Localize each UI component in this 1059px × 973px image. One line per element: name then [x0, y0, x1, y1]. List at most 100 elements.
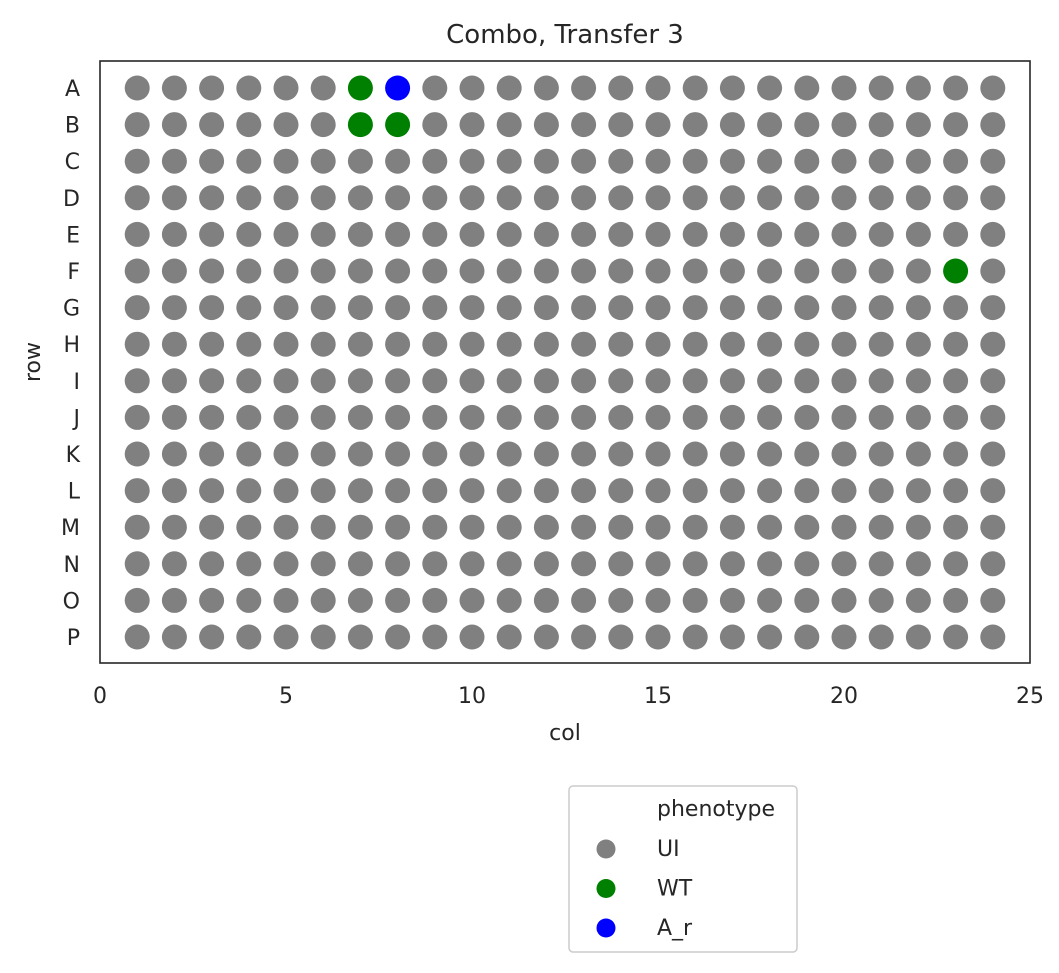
point-L3-UI — [199, 478, 225, 504]
point-J6-UI — [310, 404, 336, 430]
point-B12-UI — [533, 112, 559, 138]
point-A10-UI — [459, 75, 485, 101]
point-D19-UI — [794, 185, 820, 211]
point-J23-UI — [943, 404, 969, 430]
point-M24-UI — [980, 514, 1006, 540]
point-L17-UI — [719, 478, 745, 504]
point-D15-UI — [645, 185, 671, 211]
point-A3-UI — [199, 75, 225, 101]
x-tick-label: 20 — [830, 684, 858, 709]
point-C15-UI — [645, 148, 671, 174]
point-O17-UI — [719, 587, 745, 613]
point-O18-UI — [757, 587, 783, 613]
point-P21-UI — [868, 624, 894, 650]
point-H1-UI — [124, 331, 150, 357]
point-B8-WT — [385, 112, 411, 138]
point-F17-UI — [719, 258, 745, 284]
point-G4-UI — [236, 295, 262, 321]
point-O2-UI — [161, 587, 187, 613]
point-M3-UI — [199, 514, 225, 540]
point-P3-UI — [199, 624, 225, 650]
point-I4-UI — [236, 368, 262, 394]
point-D16-UI — [682, 185, 708, 211]
legend-items: UI WT A_r — [596, 837, 693, 941]
point-D14-UI — [608, 185, 634, 211]
point-F20-UI — [831, 258, 857, 284]
point-J2-UI — [161, 404, 187, 430]
point-L8-UI — [385, 478, 411, 504]
point-I8-UI — [385, 368, 411, 394]
point-G19-UI — [794, 295, 820, 321]
point-O21-UI — [868, 587, 894, 613]
point-B20-UI — [831, 112, 857, 138]
point-A23-UI — [943, 75, 969, 101]
point-J5-UI — [273, 404, 299, 430]
point-E15-UI — [645, 221, 671, 247]
point-B18-UI — [757, 112, 783, 138]
point-D20-UI — [831, 185, 857, 211]
point-N15-UI — [645, 551, 671, 577]
point-C5-UI — [273, 148, 299, 174]
point-L10-UI — [459, 478, 485, 504]
point-D1-UI — [124, 185, 150, 211]
point-L15-UI — [645, 478, 671, 504]
point-B3-UI — [199, 112, 225, 138]
point-H15-UI — [645, 331, 671, 357]
point-F5-UI — [273, 258, 299, 284]
point-O19-UI — [794, 587, 820, 613]
point-N14-UI — [608, 551, 634, 577]
point-L18-UI — [757, 478, 783, 504]
point-O12-UI — [533, 587, 559, 613]
point-G15-UI — [645, 295, 671, 321]
point-E3-UI — [199, 221, 225, 247]
point-F16-UI — [682, 258, 708, 284]
point-L24-UI — [980, 478, 1006, 504]
point-H2-UI — [161, 331, 187, 357]
point-A15-UI — [645, 75, 671, 101]
point-F8-UI — [385, 258, 411, 284]
y-tick-label: M — [61, 516, 80, 541]
point-E12-UI — [533, 221, 559, 247]
point-O20-UI — [831, 587, 857, 613]
point-M8-UI — [385, 514, 411, 540]
point-G2-UI — [161, 295, 187, 321]
y-tick-label: L — [68, 480, 81, 505]
point-O11-UI — [496, 587, 522, 613]
point-P4-UI — [236, 624, 262, 650]
legend-frame — [568, 785, 798, 953]
point-E8-UI — [385, 221, 411, 247]
point-O7-UI — [347, 587, 373, 613]
point-P11-UI — [496, 624, 522, 650]
point-E11-UI — [496, 221, 522, 247]
point-O10-UI — [459, 587, 485, 613]
point-A14-UI — [608, 75, 634, 101]
point-B19-UI — [794, 112, 820, 138]
point-H3-UI — [199, 331, 225, 357]
x-tick-label: 5 — [279, 684, 293, 709]
point-M13-UI — [571, 514, 597, 540]
point-I21-UI — [868, 368, 894, 394]
point-J13-UI — [571, 404, 597, 430]
point-K22-UI — [905, 441, 931, 467]
point-C9-UI — [422, 148, 448, 174]
point-E13-UI — [571, 221, 597, 247]
point-C24-UI — [980, 148, 1006, 174]
point-A2-UI — [161, 75, 187, 101]
point-E2-UI — [161, 221, 187, 247]
point-E20-UI — [831, 221, 857, 247]
point-E14-UI — [608, 221, 634, 247]
point-G14-UI — [608, 295, 634, 321]
point-I23-UI — [943, 368, 969, 394]
y-tick-label: B — [65, 114, 80, 139]
y-axis-label: row — [21, 342, 46, 382]
point-H18-UI — [757, 331, 783, 357]
point-C20-UI — [831, 148, 857, 174]
point-I7-UI — [347, 368, 373, 394]
point-A24-UI — [980, 75, 1006, 101]
point-G11-UI — [496, 295, 522, 321]
point-M23-UI — [943, 514, 969, 540]
point-K15-UI — [645, 441, 671, 467]
point-G18-UI — [757, 295, 783, 321]
point-L4-UI — [236, 478, 262, 504]
